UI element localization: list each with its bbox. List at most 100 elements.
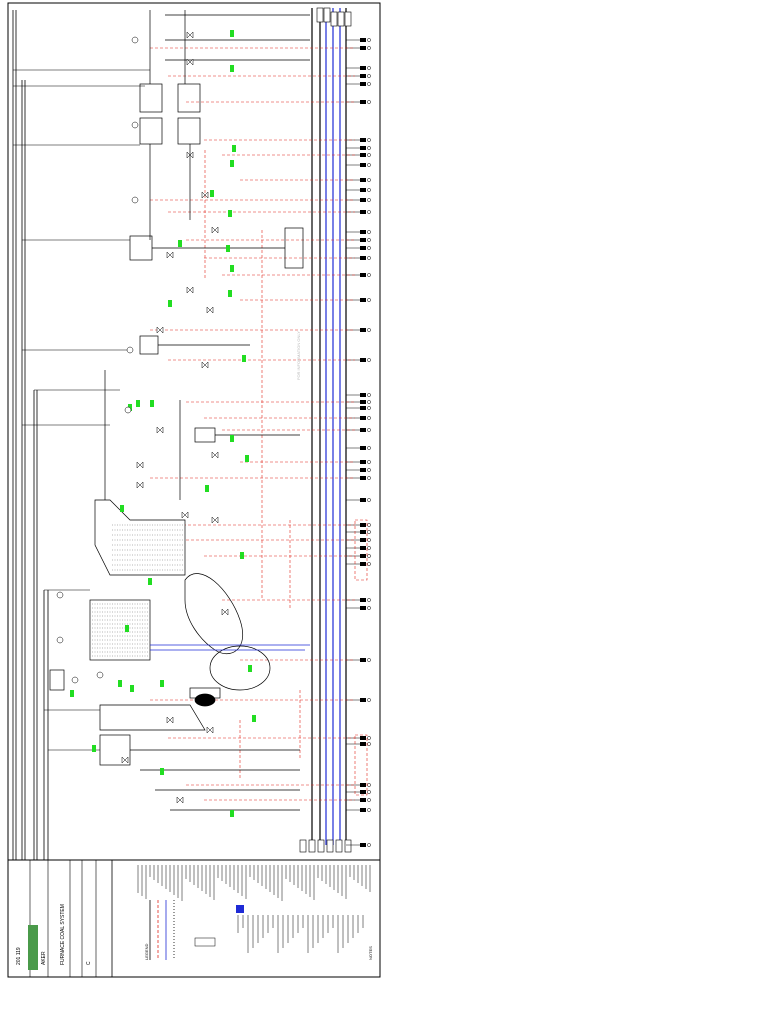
terminal-icon [360, 138, 366, 142]
terminal-icon [360, 546, 366, 550]
valve-icon [136, 461, 144, 469]
terminal-icon [360, 790, 366, 794]
terminal-icon [360, 400, 366, 404]
instrument-tag-icon [205, 485, 209, 492]
instrument-tag-icon [228, 290, 232, 297]
terminal-icon [360, 153, 366, 157]
valve-icon [186, 151, 194, 159]
valve-symbols [56, 31, 229, 804]
terminal-icon [360, 358, 366, 362]
terminal-icon [360, 74, 366, 78]
valve-icon [206, 726, 214, 734]
terminal-icon [360, 554, 366, 558]
process-lines-horizontal [13, 69, 150, 751]
instrument-tag-icon [242, 355, 246, 362]
terminal-icon [360, 188, 366, 192]
terminal-icon [360, 476, 366, 480]
pump-icon [96, 671, 104, 679]
preheater-cyclones [139, 10, 310, 240]
terminal-icon [360, 256, 366, 260]
terminal-icon [360, 298, 366, 302]
instrument-tag-icon [92, 745, 96, 752]
terminal-icon [360, 798, 366, 802]
terminal-icon [360, 460, 366, 464]
terminal-icon [360, 66, 366, 70]
pump-icon [56, 636, 64, 644]
instrument-tag-icon [118, 680, 122, 687]
terminal-icon [360, 468, 366, 472]
coal-mill-group [104, 227, 304, 500]
instrument-tag-icon [150, 400, 154, 407]
pump-icon [71, 676, 79, 684]
valve-icon [211, 451, 219, 459]
notes-heading: NOTES [368, 946, 373, 960]
valve-icon [166, 251, 174, 259]
instrument-tag-icon [230, 810, 234, 817]
valve-icon [221, 608, 229, 616]
terminal-icon [360, 146, 366, 150]
terminal-icon [360, 273, 366, 277]
bottom-bus-labels [299, 839, 352, 853]
terminal-icon [360, 523, 366, 527]
valve-icon [186, 31, 194, 39]
instrument-tag-icon [230, 65, 234, 72]
terminal-icon [360, 328, 366, 332]
valve-icon [201, 191, 209, 199]
instrument-tags [70, 30, 256, 817]
instrument-tag-icon [136, 400, 140, 407]
terminal-icon [360, 163, 366, 167]
terminal-icon [360, 82, 366, 86]
terminal-icon [360, 742, 366, 746]
pump-icon [131, 121, 139, 129]
valve-icon [156, 426, 164, 434]
hopper-silo [89, 499, 186, 661]
instrument-tag-icon [226, 245, 230, 252]
terminal-icon [360, 698, 366, 702]
instrument-tag-icon [230, 30, 234, 37]
watermark-text: FOR INFORMATION ONLY [296, 331, 301, 380]
instrument-tag-icon [245, 455, 249, 462]
instrument-tag-icon [232, 145, 236, 152]
lower-equipment [49, 669, 300, 811]
terminal-connectors [346, 38, 371, 847]
terminal-icon [360, 783, 366, 787]
pump-icon [131, 196, 139, 204]
terminal-icon [360, 736, 366, 740]
pump-icon [56, 591, 64, 599]
terminal-icon [360, 416, 366, 420]
terminal-icon [360, 246, 366, 250]
red-signal-lines [150, 47, 368, 801]
pump-icon [124, 406, 132, 414]
terminal-icon [360, 658, 366, 662]
instrument-tag-icon [178, 240, 182, 247]
instrument-tag-icon [210, 190, 214, 197]
company-logo [28, 925, 38, 970]
instrument-tag-icon [230, 160, 234, 167]
terminal-icon [360, 530, 366, 534]
legend-heading: LEGEND [144, 943, 149, 960]
terminal-icon [360, 406, 366, 410]
instrument-tag-icon [228, 210, 232, 217]
terminal-icon [360, 843, 366, 847]
drawing-number: 201 119 [16, 947, 22, 965]
title-block: AKER FURNACE COAL SYSTEM 201 119 C [7, 859, 380, 978]
valve-icon [186, 58, 194, 66]
terminal-icon [360, 238, 366, 242]
sheet-border [7, 2, 381, 978]
legend-text-rows [137, 865, 371, 953]
instrument-tag-icon [125, 625, 129, 632]
terminal-icon [360, 46, 366, 50]
valve-icon [211, 226, 219, 234]
terminal-icon [360, 598, 366, 602]
instrument-tag-icon [120, 505, 124, 512]
terminal-icon [360, 428, 366, 432]
legend-area: LEGEND NOTES [144, 900, 373, 960]
pump-icon [131, 36, 139, 44]
pump-icon [126, 346, 134, 354]
terminal-icon [360, 606, 366, 610]
terminal-icon [360, 498, 366, 502]
instrument-tag-icon [230, 435, 234, 442]
valve-icon [211, 516, 219, 524]
valve-icon [156, 326, 164, 334]
valve-icon [186, 286, 194, 294]
